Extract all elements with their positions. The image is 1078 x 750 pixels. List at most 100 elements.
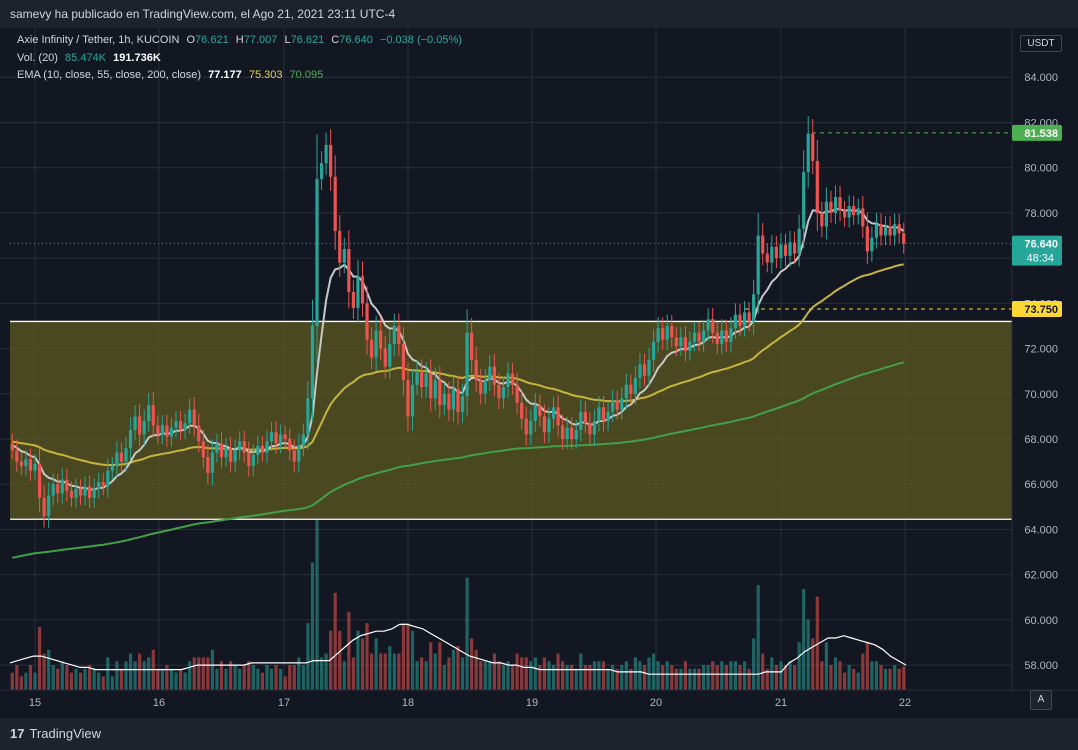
volume-bar <box>729 661 733 690</box>
symbol-legend: Axie Infinity / Tether, 1h, KUCOIN O76.6… <box>17 34 466 46</box>
candle <box>479 368 483 405</box>
currency-button[interactable]: USDT <box>1020 35 1062 52</box>
volume-bar <box>69 672 73 690</box>
volume-bar <box>60 661 64 690</box>
volume-bar <box>178 668 183 690</box>
candle <box>47 482 51 528</box>
candle-body <box>247 452 251 467</box>
volume-bar <box>65 665 69 690</box>
volume-bar <box>297 657 301 690</box>
candle <box>201 429 205 469</box>
candle <box>611 389 615 423</box>
volume-bar <box>247 661 251 690</box>
volume-bar <box>529 661 533 690</box>
volume-bar <box>856 672 860 690</box>
candle <box>342 237 346 274</box>
candle-body <box>647 359 651 376</box>
candle <box>551 396 556 429</box>
price-label-81538-bg <box>1012 124 1062 141</box>
volume-bar <box>374 638 378 690</box>
volume-bar <box>806 619 810 690</box>
volume-bar <box>615 668 619 690</box>
candle <box>224 437 228 467</box>
volume-bar <box>201 657 205 690</box>
volume-bar <box>733 661 738 690</box>
candle-body <box>547 418 551 433</box>
candle-body <box>711 319 715 333</box>
candle-body <box>533 405 537 421</box>
candle <box>256 435 260 465</box>
candle <box>542 404 547 444</box>
volume-bar <box>492 653 496 690</box>
candle-body <box>301 434 305 446</box>
volume-bar <box>128 653 133 690</box>
volume-bar <box>97 672 101 690</box>
candle <box>447 381 451 421</box>
candle-body <box>406 380 410 417</box>
candle-body <box>42 497 46 516</box>
candle-body <box>242 441 246 453</box>
candle-body <box>638 364 642 378</box>
candle <box>74 478 78 508</box>
volume-bar <box>574 668 578 690</box>
price-axis[interactable]: 58.000 60.000 62.000 64.000 66.000 68.000 70.0… <box>1011 28 1078 690</box>
volume-bar <box>37 627 42 690</box>
candle <box>438 366 442 418</box>
volume-bar <box>620 665 624 690</box>
candle-body <box>110 466 114 471</box>
price-label-73750-bg <box>1012 300 1062 317</box>
candle <box>306 381 310 450</box>
volume-bar <box>902 666 906 690</box>
candle <box>228 436 233 473</box>
candle <box>324 132 328 175</box>
volume-bar <box>893 665 897 690</box>
time-tick-label: 19 <box>526 697 538 709</box>
time-axis[interactable]: 15 16 17 18 19 20 21 22 <box>0 689 1078 709</box>
candle <box>483 368 487 405</box>
candle-body <box>192 409 196 426</box>
auto-scale-button[interactable]: A <box>1030 690 1052 710</box>
candle <box>15 439 19 472</box>
volume-bar <box>770 657 774 690</box>
candle <box>415 359 419 396</box>
candle <box>83 476 87 506</box>
candle <box>88 475 92 508</box>
volume-bar <box>356 630 360 690</box>
candle <box>897 214 901 243</box>
volume-bar <box>238 668 242 690</box>
volume-bar <box>310 562 315 690</box>
volume-bar <box>47 649 51 690</box>
volume-bar <box>142 661 146 690</box>
volume-bar <box>833 657 838 690</box>
volume-bar <box>847 665 851 690</box>
price-tick-label: 70.000 <box>1024 389 1058 401</box>
candle-body <box>83 486 87 496</box>
candle <box>488 355 492 391</box>
volume-bar <box>192 657 196 690</box>
time-tick-label: 15 <box>29 697 41 709</box>
volume-bar <box>10 672 14 690</box>
tradingview-logo[interactable]: 17 TradingView <box>10 726 101 741</box>
volume-bar <box>747 668 751 690</box>
candle-body <box>874 224 879 238</box>
chart-area[interactable]: 58.000 60.000 62.000 64.000 66.000 68.000 70.0… <box>0 28 1078 718</box>
candle-body <box>233 450 237 462</box>
candle-body <box>783 244 788 256</box>
candle <box>433 367 437 410</box>
volume-bar <box>115 661 119 690</box>
volume-bar <box>51 665 55 690</box>
volume-bar <box>779 661 783 690</box>
candle-body <box>474 359 478 381</box>
candle-body <box>420 371 424 388</box>
candle <box>806 116 810 188</box>
volume-bar <box>556 653 560 690</box>
candle-body <box>319 163 324 179</box>
volume-bar <box>78 672 83 690</box>
candle-body <box>279 434 283 444</box>
candle-body <box>665 325 669 340</box>
volume-bar <box>688 668 692 690</box>
candle <box>388 330 392 380</box>
volume-bar <box>561 661 565 690</box>
volume-bar <box>674 668 678 690</box>
volume-bar <box>260 672 265 690</box>
